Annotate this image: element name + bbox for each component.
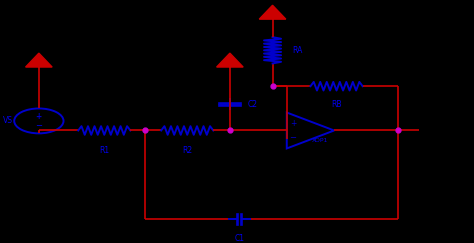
Polygon shape <box>26 53 52 67</box>
Text: RB: RB <box>331 100 342 109</box>
Text: R1: R1 <box>99 146 109 155</box>
Text: C2: C2 <box>247 100 258 109</box>
Polygon shape <box>259 5 286 19</box>
Text: VS: VS <box>3 116 13 125</box>
Text: −: − <box>290 133 296 142</box>
Polygon shape <box>217 53 243 67</box>
Text: +: + <box>36 112 42 121</box>
Text: C1: C1 <box>234 234 245 243</box>
Text: −: − <box>36 121 42 130</box>
Text: R2: R2 <box>182 146 192 155</box>
Text: RA: RA <box>292 46 302 55</box>
Text: +: + <box>290 119 296 128</box>
Text: XOP1: XOP1 <box>312 138 328 143</box>
